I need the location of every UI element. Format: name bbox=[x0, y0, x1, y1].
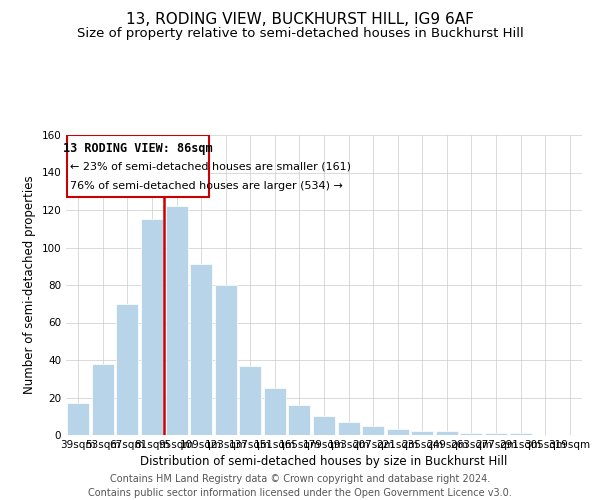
Bar bbox=[67, 403, 89, 435]
Bar bbox=[166, 206, 188, 435]
Text: Contains HM Land Registry data © Crown copyright and database right 2024.
Contai: Contains HM Land Registry data © Crown c… bbox=[88, 474, 512, 498]
Bar bbox=[190, 264, 212, 435]
Bar bbox=[362, 426, 384, 435]
Y-axis label: Number of semi-detached properties: Number of semi-detached properties bbox=[23, 176, 36, 394]
Bar bbox=[239, 366, 262, 435]
Bar bbox=[436, 431, 458, 435]
Bar bbox=[215, 285, 237, 435]
Bar bbox=[411, 431, 433, 435]
Text: 76% of semi-detached houses are larger (534) →: 76% of semi-detached houses are larger (… bbox=[70, 180, 343, 190]
FancyBboxPatch shape bbox=[67, 135, 209, 197]
Bar bbox=[313, 416, 335, 435]
Text: 13 RODING VIEW: 86sqm: 13 RODING VIEW: 86sqm bbox=[63, 142, 212, 154]
Bar bbox=[338, 422, 359, 435]
Bar bbox=[386, 430, 409, 435]
Bar bbox=[92, 364, 114, 435]
Text: Size of property relative to semi-detached houses in Buckhurst Hill: Size of property relative to semi-detach… bbox=[77, 28, 523, 40]
Bar bbox=[485, 433, 507, 435]
Bar bbox=[116, 304, 139, 435]
X-axis label: Distribution of semi-detached houses by size in Buckhurst Hill: Distribution of semi-detached houses by … bbox=[140, 456, 508, 468]
Bar bbox=[289, 405, 310, 435]
Bar bbox=[264, 388, 286, 435]
Bar bbox=[141, 220, 163, 435]
Text: ← 23% of semi-detached houses are smaller (161): ← 23% of semi-detached houses are smalle… bbox=[70, 162, 350, 172]
Bar bbox=[460, 433, 482, 435]
Bar bbox=[509, 433, 532, 435]
Text: 13, RODING VIEW, BUCKHURST HILL, IG9 6AF: 13, RODING VIEW, BUCKHURST HILL, IG9 6AF bbox=[126, 12, 474, 28]
